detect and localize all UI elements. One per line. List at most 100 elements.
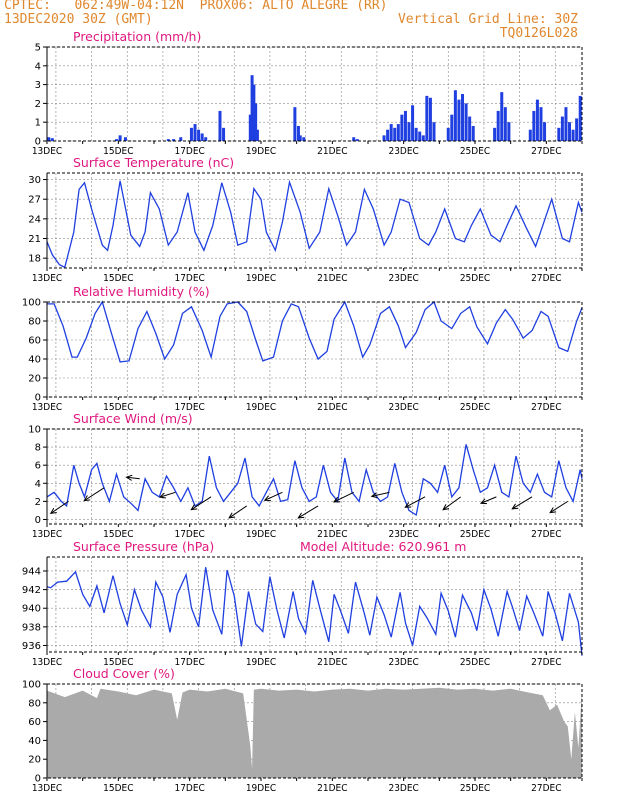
precip-bar — [204, 137, 208, 141]
precip-bar — [123, 137, 127, 141]
precip-bar — [393, 127, 397, 141]
precip-bar — [355, 139, 359, 141]
y-tick-label: 30 — [28, 175, 41, 186]
precip-bar — [197, 129, 201, 141]
precip-bar — [578, 95, 582, 141]
precip-bar — [532, 110, 536, 141]
x-tick-label: 19DEC — [246, 402, 276, 413]
series-line — [46, 567, 583, 656]
precip-bar — [457, 99, 461, 141]
x-tick-label: 27DEC — [531, 273, 561, 284]
wind-arrow — [549, 500, 569, 514]
x-tick-label: 15DEC — [103, 783, 133, 794]
y-tick-label: 80 — [28, 698, 41, 709]
wind-arrow — [190, 496, 212, 511]
wind-arrow — [83, 487, 105, 502]
precip-bar — [503, 107, 507, 141]
precip-bar — [446, 127, 450, 141]
wind-arrow-head — [263, 495, 271, 501]
wind-arrow-head — [479, 498, 488, 505]
y-tick-label: 100 — [22, 680, 41, 691]
precip-bar — [564, 107, 568, 141]
y-tick-label: 4 — [35, 61, 41, 72]
precip-bar — [571, 129, 575, 141]
y-tick-label: 100 — [22, 298, 41, 309]
y-tick-label: 3 — [35, 80, 41, 91]
precip-bar — [414, 127, 418, 141]
precip-bar — [535, 99, 539, 141]
y-tick-label: 4 — [35, 479, 41, 490]
x-tick-label: 25DEC — [460, 529, 490, 540]
y-tick-label: 8 — [35, 443, 41, 454]
precip-bar — [396, 124, 400, 141]
wind-arrow — [333, 491, 354, 503]
x-tick-label: 23DEC — [388, 402, 418, 413]
y-tick-label: 2 — [35, 497, 41, 508]
precip-bar — [118, 135, 122, 141]
y-tick-label: 944 — [22, 566, 41, 577]
wind-arrow-head — [297, 512, 305, 519]
precip-bar — [450, 114, 454, 141]
panel-title: Surface Temperature (nC) — [73, 155, 234, 170]
wind-arrow-head — [549, 507, 557, 514]
x-tick-label: 21DEC — [317, 783, 347, 794]
y-tick-label: 0 — [35, 137, 41, 148]
x-tick-label: 21DEC — [317, 146, 347, 157]
x-tick-label: 25DEC — [460, 273, 490, 284]
x-tick-label: 17DEC — [174, 146, 204, 157]
wind-arrow-head — [158, 492, 167, 499]
x-tick-label: 27DEC — [531, 402, 561, 413]
y-tick-label: 27 — [28, 195, 41, 206]
x-tick-label: 19DEC — [246, 529, 276, 540]
x-tick-label: 23DEC — [388, 529, 418, 540]
y-tick-label: 0 — [35, 774, 41, 785]
model-altitude-annotation: Model Altitude: 620.961 m — [300, 539, 466, 554]
x-tick-label: 13DEC — [32, 657, 62, 668]
wind-arrow — [50, 500, 69, 514]
wind-arrow-head — [125, 474, 133, 481]
x-tick-label: 17DEC — [174, 657, 204, 668]
precip-bar — [557, 127, 561, 141]
precip-bar — [468, 116, 472, 141]
x-tick-label: 13DEC — [32, 146, 62, 157]
precip-bar — [115, 139, 119, 141]
y-tick-label: 942 — [22, 585, 41, 596]
x-tick-label: 17DEC — [174, 529, 204, 540]
precip-bar — [255, 129, 259, 141]
precip-bar — [302, 137, 306, 141]
x-tick-label: 21DEC — [317, 402, 347, 413]
wind-arrow — [126, 476, 140, 480]
wind-arrow-head — [190, 504, 198, 511]
precip-bar — [293, 107, 297, 141]
wind-arrow — [512, 496, 533, 510]
x-tick-label: 15DEC — [103, 529, 133, 540]
precip-bar — [560, 116, 564, 141]
x-tick-label: 19DEC — [246, 146, 276, 157]
precip-bar — [432, 122, 436, 141]
x-tick-label: 13DEC — [32, 402, 62, 413]
x-tick-label: 19DEC — [246, 273, 276, 284]
x-tick-label: 19DEC — [246, 783, 276, 794]
precip-bar — [250, 75, 254, 141]
header-grid-line: Vertical Grid Line: 30Z — [397, 12, 578, 27]
precip-bar — [493, 127, 497, 141]
panel-title: Surface Pressure (hPa) — [73, 539, 214, 554]
wind-arrow — [264, 491, 283, 501]
x-tick-label: 25DEC — [460, 146, 490, 157]
precip-bar — [418, 131, 422, 141]
precip-bar — [543, 122, 547, 141]
x-tick-label: 21DEC — [317, 657, 347, 668]
x-tick-label: 27DEC — [531, 783, 561, 794]
x-tick-label: 21DEC — [317, 273, 347, 284]
x-tick-label: 17DEC — [174, 783, 204, 794]
y-tick-label: 40 — [28, 355, 41, 366]
precip-bar — [172, 139, 176, 141]
wind-arrow-head — [228, 512, 236, 519]
y-tick-label: 6 — [35, 461, 41, 472]
y-tick-label: 60 — [28, 717, 41, 728]
precip-bar — [200, 133, 204, 141]
wind-arrow-head — [83, 495, 91, 502]
precip-bar — [189, 127, 193, 141]
precip-bar — [166, 139, 170, 141]
y-tick-label: 20 — [28, 755, 41, 766]
